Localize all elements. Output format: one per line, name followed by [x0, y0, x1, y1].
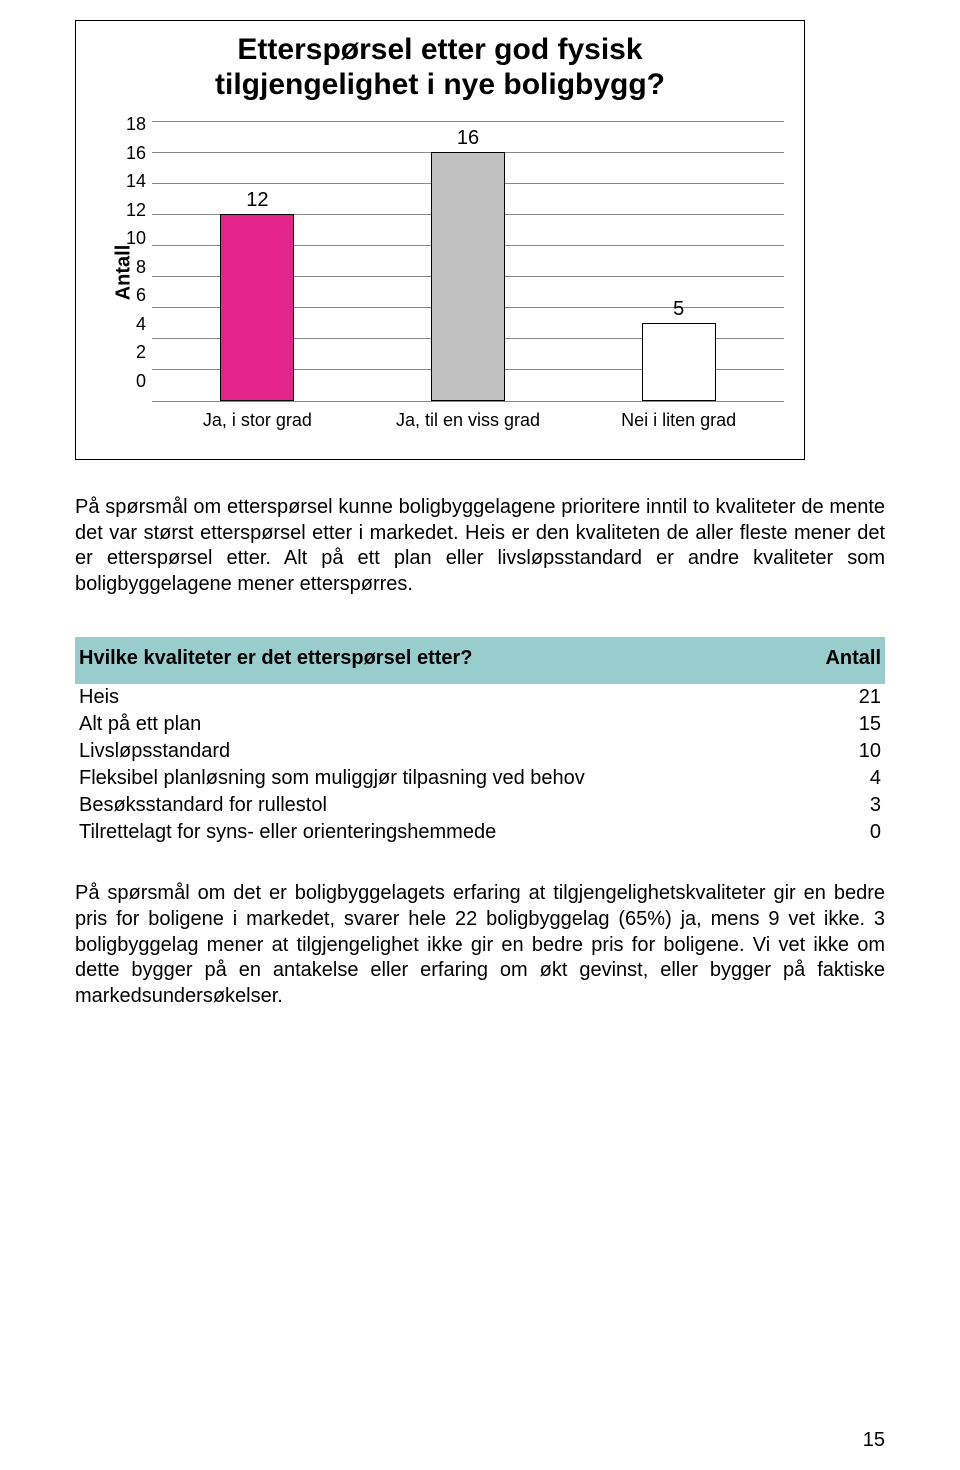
bar-group: 16	[364, 127, 573, 401]
table-header-right: Antall	[795, 637, 885, 684]
xtick: Ja, til en viss grad	[364, 410, 573, 431]
x-axis-ticks: Ja, i stor grad Ja, til en viss grad Nei…	[152, 410, 784, 431]
ytick: 12	[126, 200, 146, 221]
bar-value-label: 12	[246, 189, 268, 212]
xtick: Nei i liten grad	[574, 410, 783, 431]
bar	[431, 152, 505, 401]
quality-table: Hvilke kvaliteter er det etterspørsel et…	[75, 637, 885, 846]
plot-column: 12 16 5 Ja, i stor grad Ja, til en viss gr…	[152, 112, 784, 432]
ytick: 18	[126, 114, 146, 135]
bar	[220, 214, 294, 401]
paragraph-1: På spørsmål om etterspørsel kunne boligb…	[75, 495, 885, 597]
table-row: Livsløpsstandard10	[75, 738, 885, 765]
table-cell-value: 15	[795, 711, 885, 738]
table-cell-value: 3	[795, 792, 885, 819]
chart-container: Etterspørsel etter god fysisk tilgjengel…	[75, 20, 805, 460]
chart-title: Etterspørsel etter god fysisk tilgjengel…	[96, 33, 784, 102]
chart-title-line1: Etterspørsel etter god fysisk	[237, 33, 642, 66]
table-row: Alt på ett plan15	[75, 711, 885, 738]
ytick: 8	[136, 257, 146, 278]
chart-body: Antall 18 16 14 12 10 8 6 4 2 0 12165 Ja…	[96, 112, 784, 432]
page-number: 15	[863, 1429, 885, 1452]
y-axis-label-wrap: Antall	[96, 112, 126, 432]
bar-value-label: 5	[673, 298, 684, 321]
table-cell-value: 21	[795, 684, 885, 711]
ytick: 2	[136, 342, 146, 363]
y-axis-label: Antall	[112, 244, 135, 300]
ytick: 4	[136, 314, 146, 335]
plot-area: 12 16 5	[152, 122, 784, 402]
table-cell-label: Fleksibel planløsning som muliggjør tilp…	[75, 765, 795, 792]
quality-table-wrap: Hvilke kvaliteter er det etterspørsel et…	[75, 637, 885, 846]
table-cell-label: Tilrettelagt for syns- eller orientering…	[75, 819, 795, 846]
table-row: Heis21	[75, 684, 885, 711]
ytick: 16	[126, 143, 146, 164]
table-cell-label: Livsløpsstandard	[75, 738, 795, 765]
ytick: 14	[126, 171, 146, 192]
table-cell-value: 4	[795, 765, 885, 792]
chart-title-line2: tilgjengelighet i nye boligbygg?	[215, 68, 665, 101]
table-row: Besøksstandard for rullestol3	[75, 792, 885, 819]
table-cell-label: Alt på ett plan	[75, 711, 795, 738]
table-row: Tilrettelagt for syns- eller orientering…	[75, 819, 885, 846]
ytick: 6	[136, 285, 146, 306]
bar-group: 12	[153, 189, 362, 401]
bars: 12 16 5	[152, 122, 784, 401]
table-cell-value: 10	[795, 738, 885, 765]
table-cell-label: Heis	[75, 684, 795, 711]
bar-group: 5	[574, 298, 783, 401]
table-header-left: Hvilke kvaliteter er det etterspørsel et…	[75, 637, 795, 684]
table-cell-value: 0	[795, 819, 885, 846]
table-row: Fleksibel planløsning som muliggjør tilp…	[75, 765, 885, 792]
bar-value-label: 16	[457, 127, 479, 150]
bar	[642, 323, 716, 401]
xtick: Ja, i stor grad	[153, 410, 362, 431]
paragraph-2: På spørsmål om det er boligbyggelagets e…	[75, 881, 885, 1009]
ytick: 0	[136, 371, 146, 392]
table-cell-label: Besøksstandard for rullestol	[75, 792, 795, 819]
